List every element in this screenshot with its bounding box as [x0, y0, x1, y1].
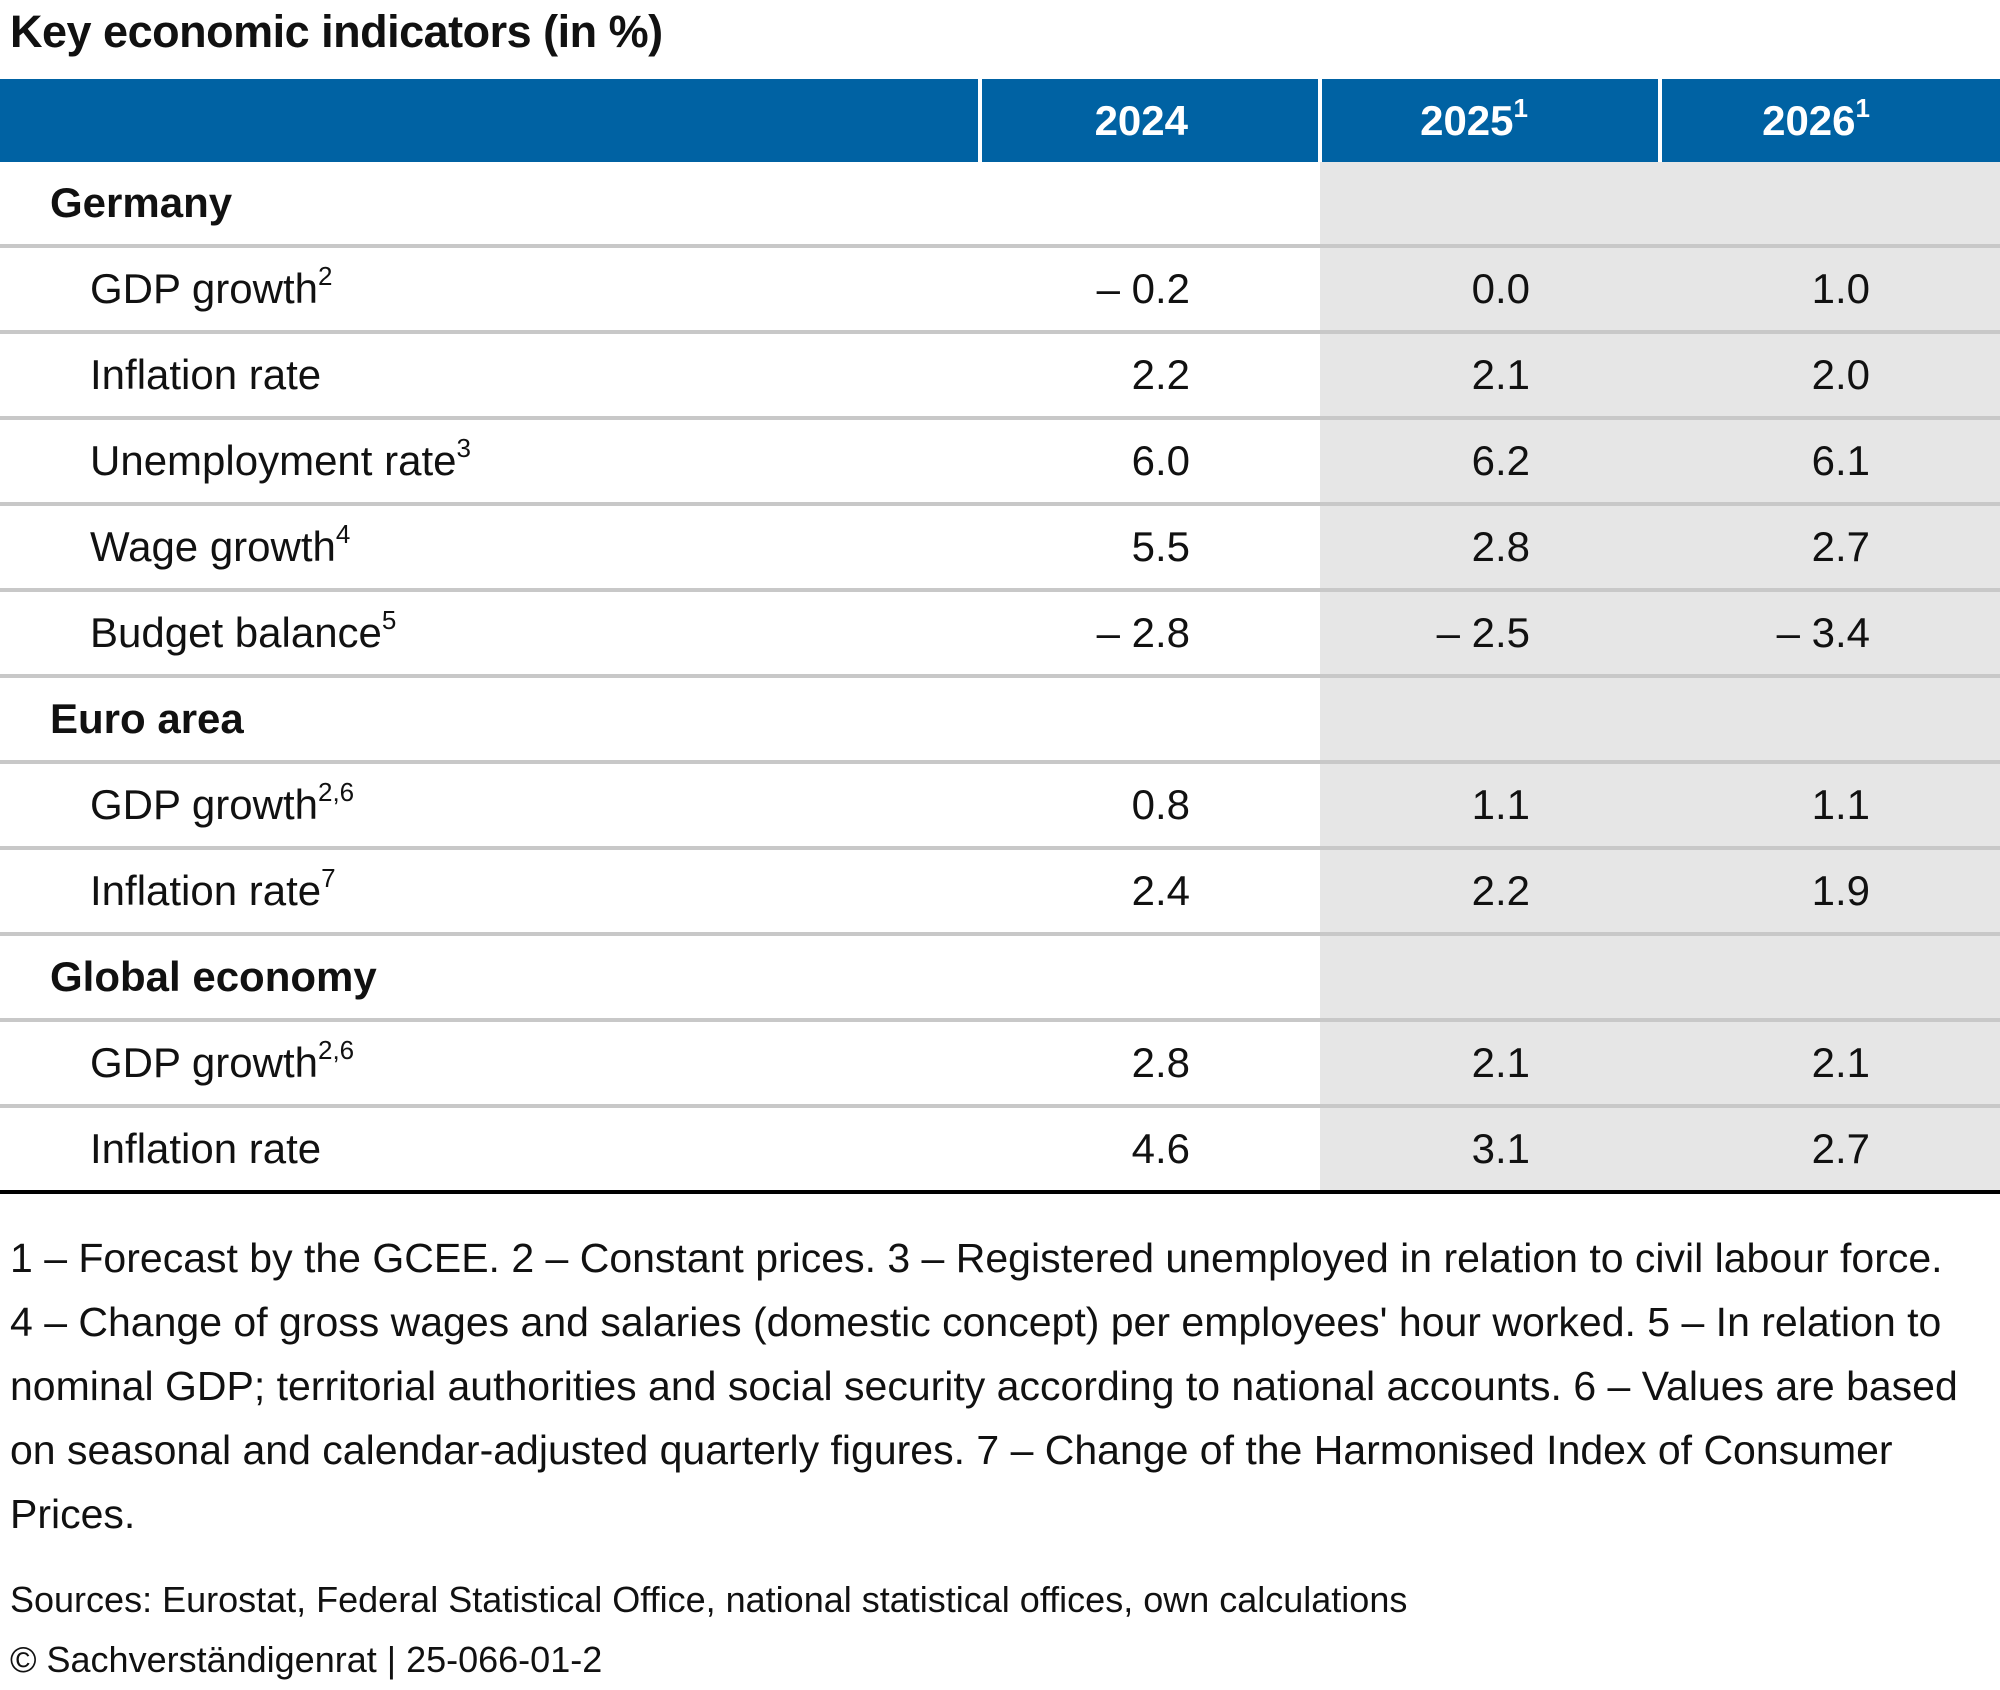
value-cell: 2.1 — [1660, 1020, 2000, 1108]
header-2026: 20261 — [1658, 79, 2000, 162]
footnote-ref: 4 — [335, 519, 351, 549]
table-row: Inflation rate 2.2 2.1 2.0 — [0, 332, 2000, 420]
group-label: Germany — [0, 162, 980, 248]
value-cell: 2.4 — [980, 848, 1320, 936]
footnote-ref: 2 — [318, 261, 333, 291]
value-cell: 1.1 — [1320, 762, 1660, 850]
table-row: Wage growth4 5.5 2.8 2.7 — [0, 504, 2000, 592]
table-row: Budget balance5– 2.8– 2.5– 3.4 — [0, 590, 2000, 678]
footnote-ref: 2,6 — [318, 777, 355, 807]
value-cell: 2.8 — [1320, 504, 1660, 592]
table-row: Unemployment rate3 6.0 6.2 6.1 — [0, 418, 2000, 506]
value-cell: – 3.4 — [1660, 590, 2000, 678]
value-cell: – 0.2 — [980, 246, 1320, 334]
indicator-label: Inflation rate — [0, 1106, 980, 1194]
group-label: Global economy — [0, 934, 980, 1022]
table-row: GDP growth2– 0.2 0.0 1.0 — [0, 246, 2000, 334]
header-label-cell — [0, 79, 980, 162]
value-cell: 3.1 — [1320, 1106, 1660, 1194]
footnote-ref: 5 — [381, 605, 397, 635]
value-cell: 2.2 — [1320, 848, 1660, 936]
table-row: GDP growth2,6 2.8 2.1 2.1 — [0, 1020, 2000, 1108]
footnote-ref: 7 — [321, 863, 336, 893]
indicator-label: GDP growth2,6 — [0, 762, 980, 850]
value-cell: 6.2 — [1320, 418, 1660, 506]
value-cell: 2.2 — [980, 332, 1320, 420]
indicator-label: Budget balance5 — [0, 590, 980, 678]
table-row: Inflation rate 4.6 3.1 2.7 — [0, 1106, 2000, 1194]
value-cell: – 2.8 — [980, 590, 1320, 678]
value-cell: 1.0 — [1660, 246, 2000, 334]
indicator-label: GDP growth2,6 — [0, 1020, 980, 1108]
group-row: Germany — [0, 162, 2000, 248]
header-2024: 2024 — [978, 79, 1320, 162]
value-cell: 1.9 — [1660, 848, 2000, 936]
value-cell: 6.0 — [980, 418, 1320, 506]
group-row: Euro area — [0, 676, 2000, 764]
value-cell: – 2.5 — [1320, 590, 1660, 678]
indicator-label: Unemployment rate3 — [0, 418, 980, 506]
indicator-label: Wage growth4 — [0, 504, 980, 592]
sources-text: Sources: Eurostat, Federal Statistical O… — [10, 1579, 1408, 1620]
table-title: Key economic indicators (in %) — [10, 6, 663, 57]
header-2025: 20251 — [1318, 79, 1660, 162]
header-row: 2024 20251 20261 — [0, 79, 2000, 162]
indicator-label: Inflation rate — [0, 332, 980, 420]
value-cell: 2.1 — [1320, 332, 1660, 420]
value-cell: 2.7 — [1660, 504, 2000, 592]
group-label: Euro area — [0, 676, 980, 764]
value-cell: 1.1 — [1660, 762, 2000, 850]
source-block: Sources: Eurostat, Federal Statistical O… — [10, 1570, 1407, 1690]
indicator-label: GDP growth2 — [0, 246, 980, 334]
value-cell: 2.8 — [980, 1020, 1320, 1108]
footnote-ref: 2,6 — [318, 1035, 355, 1065]
table-row: GDP growth2,6 0.8 1.1 1.1 — [0, 762, 2000, 850]
value-cell: 2.7 — [1660, 1106, 2000, 1194]
value-cell: 5.5 — [980, 504, 1320, 592]
footnotes: 1 – Forecast by the GCEE. 2 – Constant p… — [10, 1235, 1958, 1537]
group-row: Global economy — [0, 934, 2000, 1022]
footnote-ref: 3 — [456, 433, 471, 463]
table-row: Inflation rate7 2.4 2.2 1.9 — [0, 848, 2000, 936]
value-cell: 4.6 — [980, 1106, 1320, 1194]
copyright-text: © Sachverständigenrat | 25-066-01-2 — [10, 1639, 603, 1680]
value-cell: 0.0 — [1320, 246, 1660, 334]
value-cell: 2.0 — [1660, 332, 2000, 420]
value-cell: 6.1 — [1660, 418, 2000, 506]
value-cell: 2.1 — [1320, 1020, 1660, 1108]
value-cell: 0.8 — [980, 762, 1320, 850]
indicators-table: 2024 20251 20261 Germany GDP growth2– 0.2… — [0, 79, 2000, 1194]
indicator-label: Inflation rate7 — [0, 848, 980, 936]
